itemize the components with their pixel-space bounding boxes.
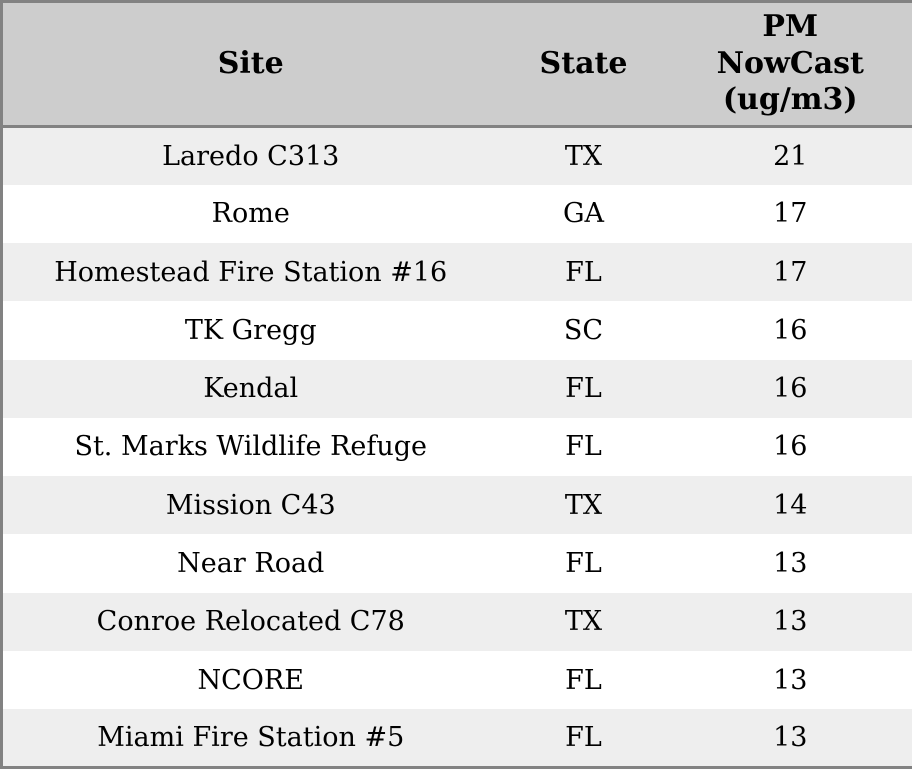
site-cell: Kendal: [203, 373, 299, 405]
column-header-state: State: [498, 1, 669, 128]
table-row: NCORE FL 13: [1, 650, 912, 710]
pm-nowcast-cell: 13: [773, 664, 808, 696]
header-row: Site State PM NowCast (ug/m3): [1, 1, 912, 128]
table-header: Site State PM NowCast (ug/m3): [1, 1, 912, 128]
site-cell: TK Gregg: [184, 314, 317, 346]
column-header-state-label: State: [539, 45, 628, 81]
state-cell: TX: [564, 606, 603, 638]
pm-nowcast-cell: 17: [773, 256, 808, 288]
column-header-pm-nowcast-label: PM NowCast (ug/m3): [716, 9, 864, 118]
state-cell: TX: [564, 140, 603, 172]
site-cell: Mission C43: [165, 489, 336, 521]
pm-nowcast-cell: 17: [773, 198, 808, 230]
table-row: Miami Fire Station #5 FL 13: [1, 709, 912, 768]
site-cell: Conroe Relocated C78: [96, 606, 405, 638]
table-row: Mission C43 TX 14: [1, 476, 912, 535]
state-cell: FL: [565, 547, 602, 579]
table-row: St. Marks Wildlife Refuge FL 16: [1, 417, 912, 477]
pm-nowcast-cell: 16: [773, 431, 808, 463]
state-cell: FL: [565, 722, 602, 754]
pm-nowcast-cell: 14: [773, 489, 808, 521]
site-cell: St. Marks Wildlife Refuge: [74, 431, 428, 463]
site-cell: NCORE: [197, 664, 304, 696]
table-row: Near Road FL 13: [1, 534, 912, 593]
column-header-site-label: Site: [217, 45, 284, 81]
state-cell: FL: [565, 431, 602, 463]
site-cell: Rome: [211, 198, 290, 230]
site-cell: Miami Fire Station #5: [97, 722, 405, 754]
state-cell: SC: [563, 314, 604, 346]
table-body: Laredo C313 TX 21 Rome GA 17 Homestead Fire St…: [1, 126, 912, 768]
pm-nowcast-cell: 21: [773, 140, 808, 172]
pm-nowcast-cell: 13: [773, 547, 808, 579]
table-row: TK Gregg SC 16: [1, 301, 912, 360]
table-row: Homestead Fire Station #16 FL 17: [1, 243, 912, 302]
site-cell: Near Road: [177, 547, 325, 579]
state-cell: FL: [565, 256, 602, 288]
state-cell: FL: [565, 373, 602, 405]
column-header-pm-nowcast: PM NowCast (ug/m3): [668, 1, 912, 128]
pm-nowcast-cell: 13: [773, 722, 808, 754]
pm-nowcast-cell: 16: [773, 314, 808, 346]
table-row: Conroe Relocated C78 TX 13: [1, 592, 912, 651]
pm-nowcast-cell: 13: [773, 606, 808, 638]
table-row: Laredo C313 TX 21: [1, 126, 912, 185]
state-cell: GA: [562, 198, 605, 230]
table-row: Rome GA 17: [1, 184, 912, 244]
site-cell: Laredo C313: [162, 140, 340, 172]
pm-nowcast-cell: 16: [773, 373, 808, 405]
site-cell: Homestead Fire Station #16: [54, 256, 448, 288]
table-row: Kendal FL 16: [1, 359, 912, 418]
column-header-site: Site: [1, 1, 499, 128]
state-cell: TX: [564, 489, 603, 521]
state-cell: FL: [565, 664, 602, 696]
